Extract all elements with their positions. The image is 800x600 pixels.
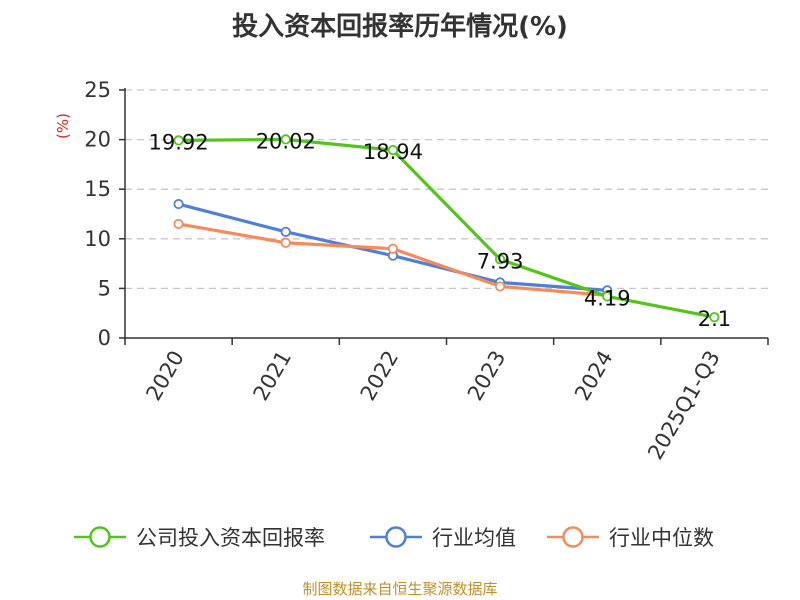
data-label: 2.1: [698, 307, 731, 331]
data-label: 4.19: [584, 286, 631, 310]
x-tick-label: 2022: [356, 347, 404, 405]
data-labels: 19.92 20.02 18.94 7.93 4.19 2.1: [149, 129, 732, 331]
x-tick-label: 2025Q1-Q3: [643, 347, 725, 464]
data-point: [494, 281, 506, 292]
data-label: 7.93: [477, 249, 524, 273]
data-point: [387, 145, 399, 156]
y-tick-label: 25: [84, 78, 111, 102]
gridlines: [125, 89, 768, 290]
y-axis-label: (%): [54, 113, 72, 139]
data-point: [494, 254, 506, 265]
data-point: [280, 237, 291, 248]
legend-label: 行业中位数: [609, 526, 714, 550]
data-point: [280, 134, 291, 145]
data-label: 18.94: [363, 140, 423, 164]
series-line: [178, 137, 715, 319]
data-point: [173, 218, 184, 230]
chart-title: 投入资本回报率历年情况(%): [232, 12, 568, 42]
legend: 公司投入资本回报率 行业均值 行业中位数: [74, 526, 714, 550]
legend-label: 行业均值: [432, 526, 516, 550]
data-point: [387, 243, 399, 254]
source-note: 制图数据来自恒生聚源数据库: [302, 580, 498, 598]
legend-label: 公司投入资本回报率: [136, 526, 325, 550]
x-tick-label: 2024: [570, 347, 618, 405]
legend-marker: [562, 526, 584, 548]
x-tick-label: 2021: [249, 347, 297, 405]
data-point: [173, 198, 184, 210]
series-lines: [173, 134, 720, 323]
legend-marker: [89, 526, 111, 548]
legend-marker: [385, 526, 407, 548]
data-point: [602, 291, 613, 302]
data-point: [709, 312, 720, 323]
y-tick-label: 0: [98, 326, 111, 350]
x-tick-label: 2020: [141, 347, 189, 405]
y-tick-label: 5: [98, 276, 111, 300]
data-label: 19.92: [149, 130, 209, 154]
y-tick-label: 15: [84, 177, 111, 201]
data-label: 20.02: [256, 129, 316, 153]
data-point: [280, 226, 291, 237]
x-tick-label: 2023: [463, 347, 511, 405]
y-tick-label: 20: [84, 128, 111, 152]
data-point: [173, 135, 184, 146]
y-tick-label: 10: [84, 227, 111, 251]
